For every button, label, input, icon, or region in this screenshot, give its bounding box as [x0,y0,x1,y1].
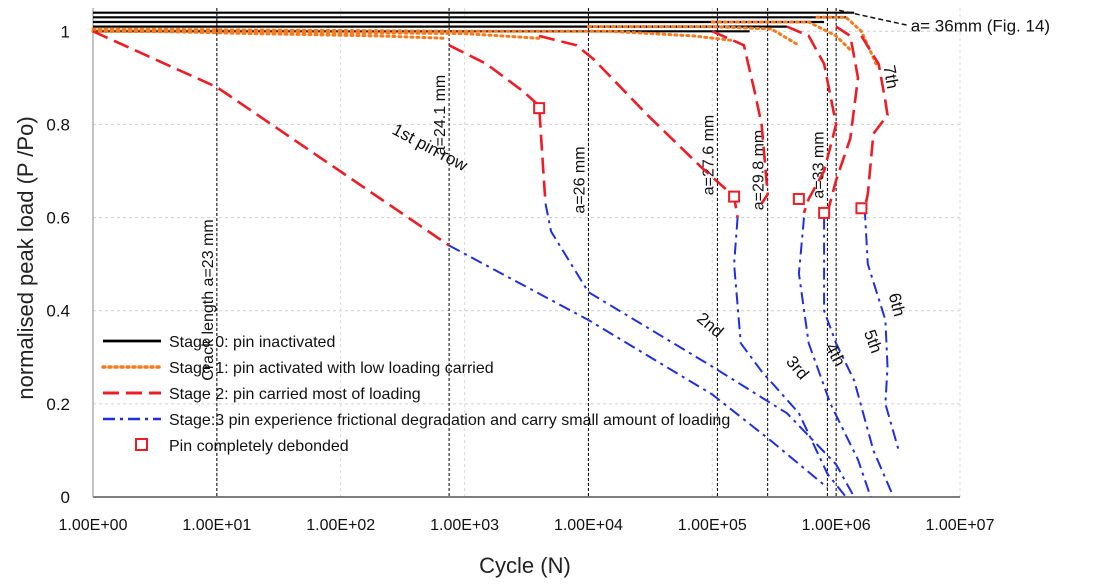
stage2-series-line [860,35,889,209]
x-tick-label: 1.00E+07 [926,517,995,534]
y-tick-label: 0.8 [46,115,70,134]
debond-marker [855,202,868,215]
debond-marker [533,102,546,115]
legend-label: Stage 1: pin activated with low loading … [169,360,494,377]
series-layer [91,11,900,498]
x-tick-label: 1.00E+02 [306,517,375,534]
y-axis-label: normalised peak load (P /Po) [13,116,38,399]
stage3-series-line [733,217,847,498]
stage3-series-line [823,217,893,493]
y-tick-label: 0.4 [46,302,70,321]
y-tick-label: 0.2 [46,395,70,414]
crack-length-label: a=33 mm [810,131,827,198]
legend: Stage 0: pin inactivated Stage 1: pin act… [101,334,730,455]
x-tick-labels: 1.00E+00 1.00E+01 1.00E+02 1.00E+03 1.00E+04… [59,517,995,534]
stage2-series-line [448,44,547,204]
stage2-series-line [711,30,770,205]
x-tick-label: 1.00E+05 [678,517,747,534]
legend-label: Stage 2: pin carried most of loading [169,386,421,403]
legend-label: Pin completely debonded [169,438,349,455]
x-tick-label: 1.00E+03 [430,517,499,534]
stage3-series-line [797,217,872,498]
series-annotation: 7th [879,64,902,91]
legend-label: Stage:3 pin experience frictional degrad… [169,412,730,429]
stage1-series-line [710,20,852,52]
stage1-series-line [586,25,801,47]
debond-marker [728,190,741,203]
debond-marker [818,206,831,219]
series-annotation: a= 36mm (Fig. 14) [911,16,1050,35]
x-tick-label: 1.00E+04 [554,517,623,534]
stage3-series-line [863,208,900,451]
crack-length-label: a=24.1 mm [432,75,449,155]
y-tick-label: 0.6 [46,209,70,228]
y-tick-labels: 0 0.2 0.4 0.6 0.8 1 [46,22,70,507]
y-tick-label: 1 [61,22,70,41]
crack-length-lines: Crack length a=23 mm a=24.1 mm a=26 mm a=27… [200,8,837,497]
crack-length-label: Crack length a=23 mm [200,219,217,380]
stage2-series-line [92,30,450,247]
annotation-leader-line [838,9,908,27]
plot-frame [92,8,960,498]
stage2-series-line [786,25,838,214]
stage1-series-line [91,29,541,40]
grid [92,8,961,497]
crack-length-label: a=27.6 mm [700,115,717,195]
legend-label: Stage 0: pin inactivated [169,334,335,351]
x-axis-label: Cycle (N) [479,553,571,578]
y-tick-label: 0 [61,488,70,507]
stage3-series-line [544,203,856,498]
stage1-series-line [91,27,736,43]
stage3-series-line [448,244,829,489]
x-tick-label: 1.00E+01 [182,517,251,534]
crack-length-label: a=26 mm [571,146,588,213]
x-tick-label: 1.00E+00 [59,517,128,534]
debond-marker [792,192,805,205]
x-tick-label: 1.00E+06 [802,517,871,534]
debond-markers [533,102,868,219]
legend-marker [135,438,148,451]
